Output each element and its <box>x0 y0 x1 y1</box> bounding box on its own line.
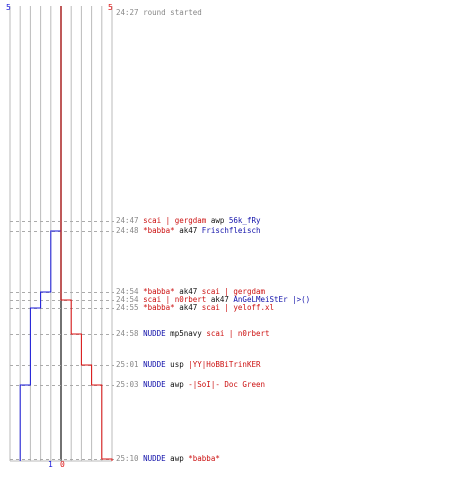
event-text: *babba* <box>143 287 175 296</box>
event-text: AnGeLMeiStEr |>() <box>233 295 311 304</box>
event-row: 24:27 round started <box>116 9 202 17</box>
event-time: 24:54 <box>116 287 139 296</box>
event-text: *babba* <box>143 303 175 312</box>
event-row: 25:10 NUDDE awp *babba* <box>116 455 220 463</box>
event-text: ak47 <box>174 226 202 235</box>
event-text: NUDDE <box>143 360 166 369</box>
event-time: 25:01 <box>116 360 139 369</box>
event-time: 25:03 <box>116 380 139 389</box>
event-row: 25:01 NUDDE usp |YY|HoBBiTrinKER <box>116 361 261 369</box>
event-guide-lines <box>10 221 114 460</box>
blue-end-count: 1 <box>48 460 53 469</box>
event-row: 25:03 NUDDE awp -|SoI|- Doc Green <box>116 381 265 389</box>
event-time: 24:47 <box>116 216 139 225</box>
red-start-count: 5 <box>108 3 113 12</box>
event-row: 24:55 *babba* ak47 scai | yeloff.xl <box>116 304 274 312</box>
blue-start-count: 5 <box>6 3 11 12</box>
red-team-alive-line <box>60 6 113 461</box>
event-time: 24:48 <box>116 226 139 235</box>
event-text: round started <box>143 8 202 17</box>
event-row: 24:54 scai | n0rbert ak47 AnGeLMeiStEr |… <box>116 296 310 304</box>
event-text: scai | yeloff.xl <box>201 303 275 312</box>
event-text: scai | n0rbert <box>206 329 270 338</box>
red-end-count: 0 <box>60 460 65 469</box>
event-text: -|SoI|- Doc Green <box>188 380 266 389</box>
event-time: 24:58 <box>116 329 139 338</box>
event-text: Frischfleisch <box>201 226 261 235</box>
event-text: *babba* <box>188 454 220 463</box>
event-row: 24:58 NUDDE mp5navy scai | n0rbert <box>116 330 270 338</box>
event-row: 24:47 scai | gergdam awp 56k_fRy <box>116 217 261 225</box>
event-text: ak47 <box>174 287 202 296</box>
event-text: ak47 <box>206 295 234 304</box>
event-text: NUDDE <box>143 329 166 338</box>
event-time: 25:10 <box>116 454 139 463</box>
event-text: scai | gergdam <box>201 287 266 296</box>
event-time: 24:54 <box>116 295 139 304</box>
event-text: scai | n0rbert <box>143 295 207 304</box>
event-text: *babba* <box>143 226 175 235</box>
event-text: mp5navy <box>165 329 207 338</box>
event-time: 24:55 <box>116 303 139 312</box>
event-text: NUDDE <box>143 380 166 389</box>
event-text: awp <box>165 380 189 389</box>
event-text: 56k_fRy <box>228 216 261 225</box>
event-text: awp <box>206 216 229 225</box>
event-time: 24:27 <box>116 8 139 17</box>
event-text: |YY|HoBBiTrinKER <box>188 360 261 369</box>
event-row: 24:54 *babba* ak47 scai | gergdam <box>116 288 265 296</box>
event-text: ak47 <box>174 303 202 312</box>
event-text: usp <box>165 360 189 369</box>
event-text: NUDDE <box>143 454 166 463</box>
event-text: scai | gergdam <box>143 216 207 225</box>
event-row: 24:48 *babba* ak47 Frischfleisch <box>116 227 261 235</box>
event-text: awp <box>165 454 189 463</box>
